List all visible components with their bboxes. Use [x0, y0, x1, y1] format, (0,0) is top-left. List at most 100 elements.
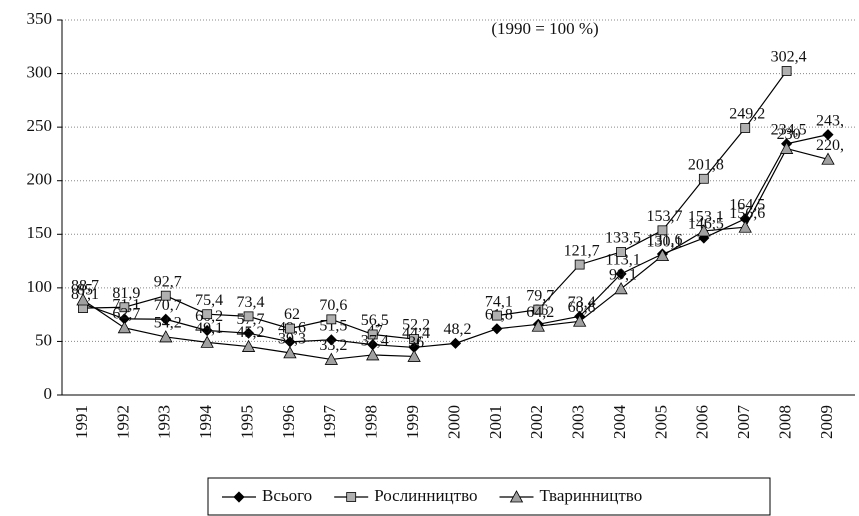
- data-point: [159, 330, 173, 343]
- data-point: [491, 310, 502, 321]
- data-label: 156,6: [729, 205, 765, 222]
- data-point: [533, 304, 544, 315]
- data-point: [531, 319, 545, 332]
- data-label: 164,5: [729, 196, 765, 213]
- data-point: [781, 66, 792, 76]
- x-tick-label: 1994: [196, 405, 215, 440]
- data-label: 220,: [816, 137, 844, 154]
- x-tick-label: 2004: [610, 405, 629, 440]
- y-tick-label: 250: [27, 116, 53, 135]
- x-tick-label: 2003: [569, 405, 588, 439]
- data-label: 81,1: [71, 286, 99, 303]
- data-label: 92,7: [154, 273, 182, 290]
- x-tick-label: 2002: [527, 405, 546, 439]
- x-tick-label: 1992: [113, 405, 132, 439]
- data-point: [740, 123, 751, 133]
- data-label: 133,5: [605, 230, 641, 247]
- legend-box: [207, 477, 771, 516]
- x-tick-label: 1995: [237, 405, 256, 439]
- data-point: [698, 173, 709, 184]
- data-point: [202, 309, 213, 320]
- data-point: [655, 248, 670, 262]
- data-point: [285, 323, 295, 334]
- data-label: 99,1: [609, 266, 637, 283]
- x-tick-label: 1996: [279, 405, 298, 439]
- data-label: 249,2: [729, 106, 765, 123]
- data-label: 130,1: [646, 233, 682, 250]
- x-tick-label: 2001: [486, 405, 505, 439]
- data-point: [697, 224, 711, 237]
- data-label: 37,4: [361, 333, 389, 350]
- data-point: [201, 324, 213, 337]
- x-tick-label: 2006: [693, 405, 712, 439]
- legend-label: Всього: [262, 486, 312, 505]
- x-tick-label: 1998: [362, 405, 381, 439]
- y-tick-label: 200: [27, 170, 53, 189]
- y-tick-label: 100: [27, 277, 53, 296]
- data-point: [407, 349, 421, 362]
- data-label: 39,3: [278, 331, 306, 348]
- data-point: [325, 334, 337, 346]
- data-point: [409, 334, 420, 344]
- data-point: [449, 337, 462, 349]
- data-label: 56,5: [361, 312, 389, 329]
- y-tick-label: 50: [35, 330, 52, 349]
- legend-label: Рослинництво: [374, 486, 477, 505]
- data-label: 81,9: [112, 285, 140, 302]
- series-line: [82, 70, 788, 340]
- data-label: 88,7: [71, 278, 99, 295]
- x-tick-label: 1993: [155, 405, 174, 439]
- data-label: 79,7: [526, 287, 554, 304]
- x-tick-label: 2007: [734, 405, 753, 440]
- data-label: 36: [408, 334, 424, 351]
- data-label: 146,5: [688, 216, 724, 233]
- x-tick-label: 1997: [320, 405, 339, 440]
- data-label: 73,4: [237, 294, 265, 311]
- data-label: 201,8: [688, 156, 724, 173]
- data-point: [615, 268, 627, 280]
- data-point: [160, 290, 171, 301]
- data-point: [616, 247, 626, 257]
- legend-marker: [233, 491, 245, 503]
- data-label: 64,2: [526, 304, 554, 321]
- data-point: [326, 314, 337, 325]
- data-label: 49,1: [195, 320, 223, 337]
- data-label: 70,6: [319, 297, 347, 314]
- data-label: 230: [777, 126, 801, 143]
- legend-marker: [346, 492, 357, 502]
- data-label: 33,2: [319, 337, 347, 354]
- data-label: 234,5: [771, 121, 807, 138]
- data-point: [822, 129, 834, 141]
- data-point: [572, 314, 587, 327]
- x-tick-label: 1999: [403, 405, 422, 439]
- data-label: 73,4: [568, 294, 596, 311]
- y-tick-label: 350: [27, 9, 53, 28]
- data-point: [614, 281, 628, 295]
- data-label: 44,4: [402, 325, 430, 342]
- data-point: [367, 329, 378, 340]
- data-point: [117, 320, 132, 334]
- data-point: [657, 225, 668, 236]
- y-tick-label: 150: [27, 223, 53, 242]
- data-point: [738, 220, 752, 233]
- data-label: 75,4: [195, 292, 223, 309]
- data-label: 121,7: [564, 242, 600, 259]
- data-label: 68,8: [568, 299, 596, 316]
- data-point: [821, 152, 835, 165]
- annotation: (1990 = 100 %): [491, 19, 598, 38]
- data-label: 85: [77, 282, 93, 299]
- data-point: [76, 293, 90, 306]
- x-tick-label: 2009: [817, 405, 836, 439]
- data-point: [491, 323, 503, 335]
- data-label: 153,1: [688, 209, 724, 226]
- data-point: [241, 339, 256, 352]
- y-tick-label: 0: [44, 384, 53, 403]
- data-label: 54,2: [154, 315, 182, 332]
- data-point: [366, 348, 380, 361]
- data-label: 153,7: [646, 208, 682, 225]
- x-tick-label: 2005: [651, 405, 670, 439]
- data-label: 131,6: [646, 232, 682, 249]
- data-label: 62: [284, 306, 300, 323]
- data-label: 45,2: [237, 324, 265, 341]
